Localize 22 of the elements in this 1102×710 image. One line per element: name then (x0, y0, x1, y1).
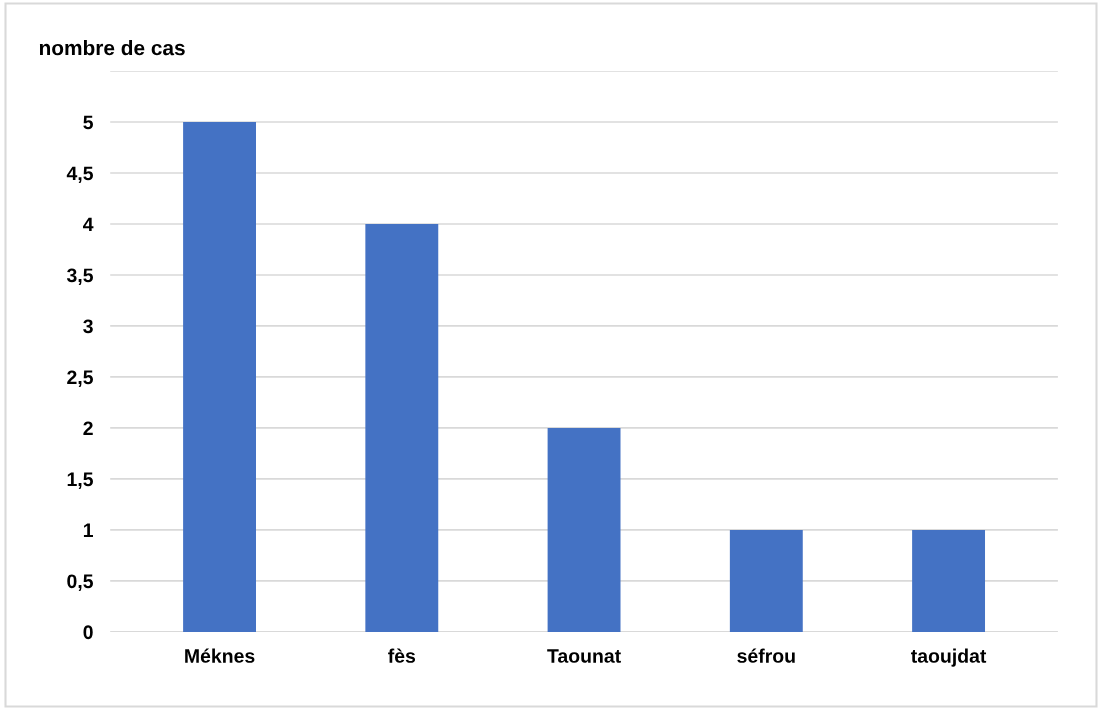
bar (183, 121, 256, 632)
y-tick-label: 1 (83, 523, 93, 537)
bar (547, 427, 621, 632)
x-tick-label: Méknes (185, 648, 255, 663)
y-axis-title: nombre de cas (39, 39, 185, 56)
y-tick-label: 4,5 (66, 166, 93, 184)
y-tick-label: 2 (83, 421, 93, 435)
bar (365, 223, 439, 632)
y-tick-label: 3,5 (66, 268, 93, 286)
y-tick-label: 0 (83, 625, 93, 640)
bar (729, 529, 803, 632)
y-tick-label: 3 (83, 319, 93, 334)
x-tick-label: Taounat (547, 649, 621, 663)
x-tick-label: séfrou (737, 648, 795, 663)
x-tick-label: fès (388, 648, 416, 663)
y-tick-label: 4 (83, 217, 94, 232)
x-tick-label: taoujdat (911, 648, 987, 667)
y-tick-label: 1,5 (67, 472, 93, 489)
y-tick-label: 2,5 (67, 370, 93, 387)
bar (912, 529, 986, 632)
y-tick-label: 0,5 (67, 574, 93, 591)
y-tick-label: 5 (83, 115, 93, 130)
